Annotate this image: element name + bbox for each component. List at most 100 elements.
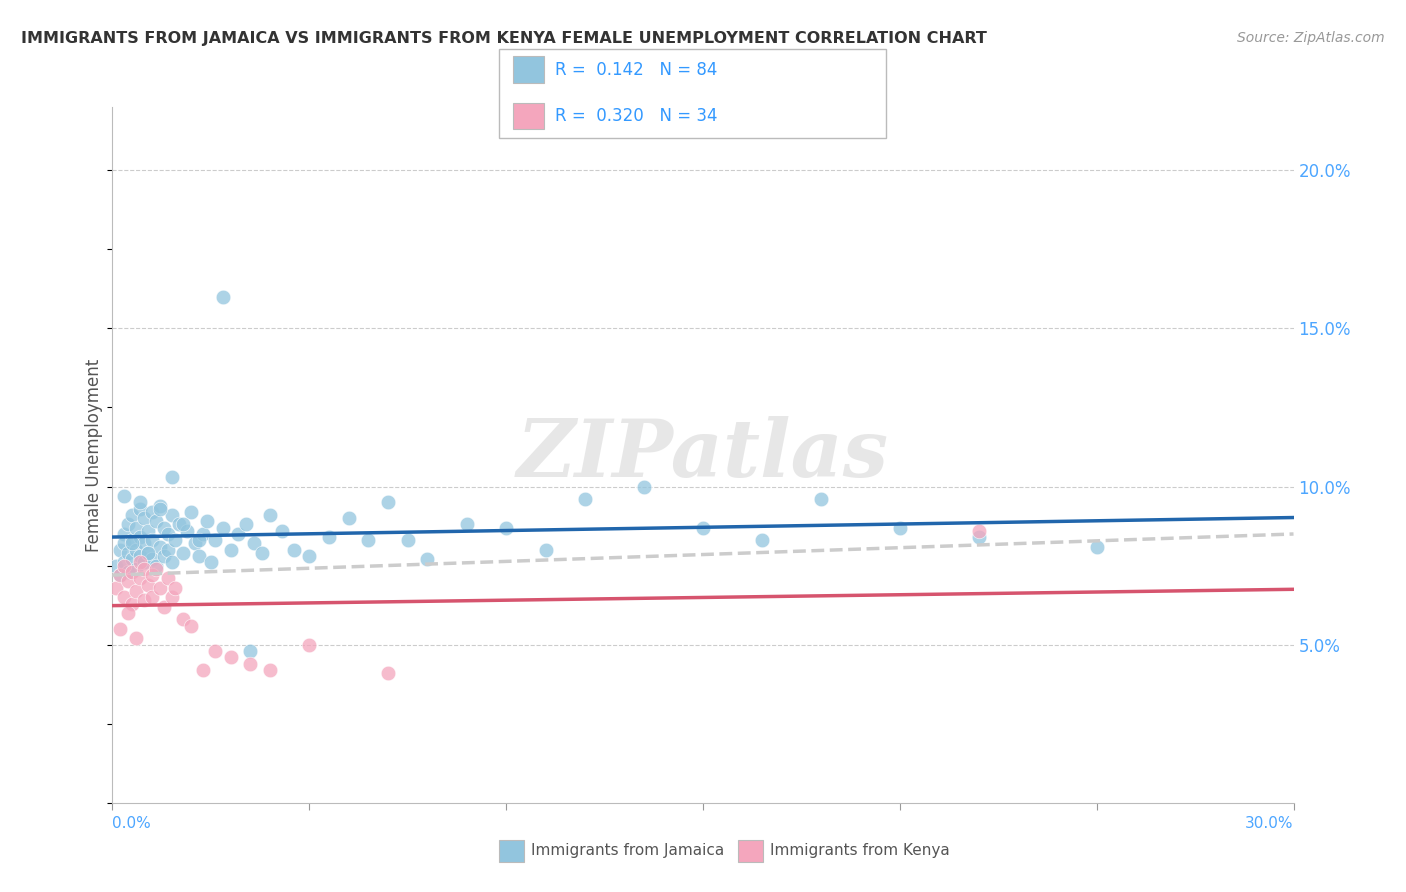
Text: Immigrants from Kenya: Immigrants from Kenya (770, 844, 950, 858)
Point (136, 546, 159, 560)
Point (456, 517, 478, 532)
Point (377, 495, 399, 509)
Point (110, 622, 132, 636)
Point (172, 612, 194, 626)
Text: IMMIGRANTS FROM JAMAICA VS IMMIGRANTS FROM KENYA FEMALE UNEMPLOYMENT CORRELATION: IMMIGRANTS FROM JAMAICA VS IMMIGRANTS FR… (21, 31, 987, 46)
Point (156, 542, 179, 557)
Point (141, 591, 163, 605)
Point (121, 508, 143, 522)
Point (145, 558, 167, 573)
Point (534, 542, 557, 557)
Point (110, 542, 132, 557)
Point (692, 521, 714, 535)
Point (141, 533, 163, 548)
Point (156, 571, 179, 585)
Point (574, 492, 596, 507)
Point (191, 527, 214, 541)
Point (112, 489, 135, 503)
Text: Source: ZipAtlas.com: Source: ZipAtlas.com (1237, 31, 1385, 45)
Point (117, 574, 139, 589)
Point (112, 536, 135, 550)
Point (149, 581, 172, 595)
Point (149, 499, 172, 513)
Point (129, 549, 152, 563)
Point (165, 533, 187, 548)
Text: R =  0.142   N = 84: R = 0.142 N = 84 (555, 61, 717, 78)
Point (180, 618, 202, 632)
Point (132, 593, 155, 607)
Point (110, 568, 132, 582)
Point (132, 511, 155, 525)
Point (136, 524, 159, 538)
Point (141, 568, 163, 582)
Point (160, 470, 183, 484)
Point (176, 524, 198, 538)
Point (889, 521, 911, 535)
Y-axis label: Female Unemployment: Female Unemployment (84, 359, 103, 551)
Point (141, 505, 163, 519)
Point (172, 517, 194, 532)
Point (112, 591, 135, 605)
Point (136, 546, 159, 560)
Point (160, 508, 183, 522)
Point (129, 571, 152, 585)
Point (112, 558, 135, 573)
Point (145, 514, 167, 528)
Point (117, 606, 139, 620)
Point (172, 546, 194, 560)
Point (165, 581, 187, 595)
Point (195, 514, 218, 528)
Point (211, 521, 233, 535)
Point (184, 536, 207, 550)
Point (132, 536, 155, 550)
Point (132, 562, 155, 576)
Point (121, 552, 143, 566)
Point (160, 556, 183, 570)
Point (141, 552, 163, 566)
Point (416, 552, 439, 566)
Point (121, 597, 143, 611)
Point (125, 583, 148, 598)
Point (219, 542, 242, 557)
Point (152, 599, 174, 614)
Point (117, 517, 139, 532)
Point (1085, 540, 1108, 554)
Point (121, 536, 143, 550)
Point (117, 565, 139, 579)
Point (188, 533, 211, 548)
Point (200, 556, 222, 570)
Point (239, 657, 262, 671)
Point (136, 577, 159, 591)
Point (377, 666, 399, 681)
Point (810, 492, 832, 507)
Point (204, 644, 226, 658)
Point (125, 562, 148, 576)
Point (967, 530, 990, 544)
Point (117, 546, 139, 560)
Point (270, 524, 292, 538)
Point (751, 533, 773, 548)
Point (357, 533, 380, 548)
Point (318, 530, 340, 544)
Point (152, 549, 174, 563)
Point (145, 562, 167, 576)
Point (298, 638, 321, 652)
Point (121, 565, 143, 579)
Point (259, 663, 281, 677)
Point (219, 650, 242, 665)
Point (160, 591, 183, 605)
Point (121, 533, 143, 548)
Text: 30.0%: 30.0% (1246, 816, 1294, 831)
Text: 0.0%: 0.0% (112, 816, 152, 831)
Point (211, 290, 233, 304)
Point (239, 644, 262, 658)
Point (228, 527, 250, 541)
Point (125, 632, 148, 646)
Point (149, 501, 172, 516)
Point (105, 581, 128, 595)
Point (204, 533, 226, 548)
Point (259, 508, 281, 522)
Point (169, 517, 191, 532)
Point (125, 521, 148, 535)
Point (250, 546, 273, 560)
